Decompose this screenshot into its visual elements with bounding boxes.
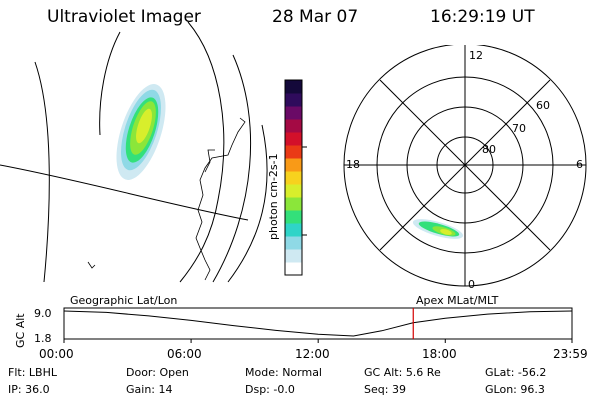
colorbar-swatch [285,197,302,211]
footer-mode: Mode: Normal [245,366,322,379]
coastline-2 [204,149,215,173]
lat-arc-4 [227,124,268,283]
colorbar-swatch [285,223,302,237]
colorbar-swatch [285,106,302,120]
colorbar-swatch [285,171,302,185]
polar-panel: 12 18 6 0 60 70 80 [343,45,587,290]
time-tick-0: 00:00 [39,347,74,361]
footer-glat: GLat: -56.2 [485,366,547,379]
lat-arc-3 [212,54,251,283]
mlt-label-right: 6 [576,158,583,171]
colorbar-swatch [285,145,302,159]
footer-seq: Seq: 39 [364,383,406,396]
date-label: 28 Mar 07 [272,7,359,27]
instrument-title: Ultraviolet Imager [47,7,201,27]
left-projection-label: Geographic Lat/Lon [70,294,178,307]
alt-curve [63,310,573,337]
footer-gcalt: GC Alt: 5.6 Re [364,366,441,379]
footer-gain: Gain: 14 [126,383,173,396]
mlt-label-left: 18 [346,158,360,171]
footer-ip: IP: 36.0 [8,383,50,396]
footer-dsp: Dsp: -0.0 [245,383,295,396]
alt-time-ticks [63,339,573,343]
colorbar-swatch [285,262,302,276]
colorbar-swatch [285,249,302,263]
colorbar-swatch [285,132,302,146]
island-mark [87,261,96,269]
colorbar-swatch [285,80,302,94]
mlt-label-top: 12 [469,49,483,62]
aurora-polar [412,219,464,239]
aurora-left [116,84,166,180]
lat-label-60: 60 [536,99,550,112]
lat-arc-2 [179,21,225,283]
colorbar-swatch [285,93,302,107]
alt-axis-label: GC Alt [14,313,27,348]
lon-line-1 [34,61,50,283]
colorbar-swatch [285,236,302,250]
time-tick-2: 12:00 [295,347,330,361]
colorbar-swatch [285,158,302,172]
footer-glon: GLon: 96.3 [485,383,545,396]
alt-tick-high: 9.0 [34,307,52,320]
time-tick-4: 23:59 [553,347,588,361]
time-tick-3: 18:00 [422,347,457,361]
footer-door: Door: Open [126,366,189,379]
colorbar-label: photon cm-2s-1 [267,153,280,240]
altitude-strip: GC Alt 9.0 1.8 [14,307,573,348]
lat-label-80: 80 [482,143,496,156]
colorbar-swatch [285,184,302,198]
lat-label-70: 70 [512,122,526,135]
polar-projection-label: Apex MLat/MLT [416,294,499,307]
time-label: 16:29:19 UT [430,7,535,27]
time-tick-1: 06:00 [167,347,202,361]
lon-line-2 [0,164,249,221]
mlt-label-bottom: 0 [468,278,475,290]
colorbar-swatch [285,119,302,133]
alt-tick-low: 1.8 [34,332,52,345]
colorbar-swatch [285,210,302,224]
colorbar: 100 10 photon cm-2s-1 [267,79,307,276]
lat-arc-1 [99,31,121,136]
footer-flt: Flt: LBHL [8,366,57,379]
coastline [195,117,246,281]
